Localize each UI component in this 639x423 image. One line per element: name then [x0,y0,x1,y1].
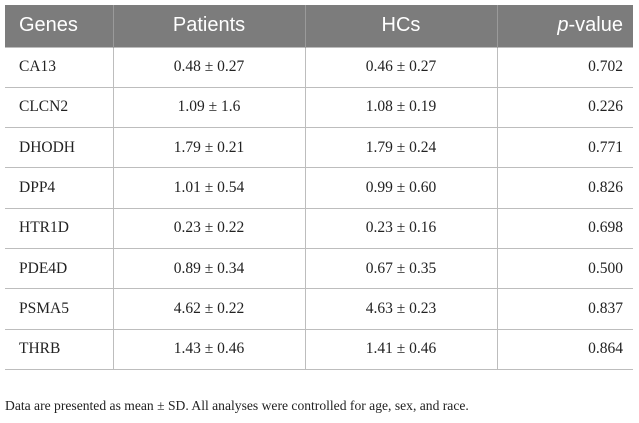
p-value-cell: 0.826 [496,167,633,209]
table-body: CA13 0.48 ± 0.27 0.46 ± 0.27 0.702 CLCN2… [5,46,633,370]
gene-cell: HTR1D [5,207,113,249]
patients-cell: 4.62 ± 0.22 [112,288,305,330]
p-value-cell: 0.698 [496,207,633,249]
hcs-cell: 0.99 ± 0.60 [304,167,497,209]
hcs-cell: 1.79 ± 0.24 [304,127,497,168]
table-row: HTR1D 0.23 ± 0.22 0.23 ± 0.16 0.698 [5,207,633,249]
gene-expression-table-container: Genes Patients HCs p-value CA13 0.48 ± 0… [5,5,633,370]
table-row: PSMA5 4.62 ± 0.22 4.63 ± 0.23 0.837 [5,288,633,330]
table-row: DPP4 1.01 ± 0.54 0.99 ± 0.60 0.826 [5,167,633,209]
patients-cell: 1.43 ± 0.46 [112,328,305,370]
table-row: DHODH 1.79 ± 0.21 1.79 ± 0.24 0.771 [5,127,633,168]
gene-cell: CA13 [5,46,113,88]
p-value-cell: 0.500 [496,247,633,289]
gene-cell: CLCN2 [5,86,113,128]
gene-cell: THRB [5,328,113,370]
table-row: THRB 1.43 ± 0.46 1.41 ± 0.46 0.864 [5,328,633,370]
header-hcs: HCs [304,5,497,47]
header-p-value: p-value [496,5,633,47]
p-value-cell: 0.702 [496,46,633,88]
table-header: Genes Patients HCs p-value [5,5,633,47]
hcs-cell: 1.08 ± 0.19 [304,86,497,128]
p-value-cell: 0.771 [496,127,633,168]
patients-cell: 0.48 ± 0.27 [112,46,305,88]
p-value-cell: 0.837 [496,288,633,330]
gene-cell: DHODH [5,127,113,168]
table-row: PDE4D 0.89 ± 0.34 0.67 ± 0.35 0.500 [5,247,633,289]
header-row: Genes Patients HCs p-value [5,5,633,47]
patients-cell: 1.79 ± 0.21 [112,127,305,168]
gene-cell: PDE4D [5,247,113,289]
p-value-cell: 0.226 [496,86,633,128]
hcs-cell: 0.23 ± 0.16 [304,207,497,249]
gene-cell: DPP4 [5,167,113,209]
p-value-cell: 0.864 [496,328,633,370]
patients-cell: 1.01 ± 0.54 [112,167,305,209]
header-p-suffix: -value [568,14,623,37]
gene-expression-table: Genes Patients HCs p-value CA13 0.48 ± 0… [5,5,633,370]
table-row: CLCN2 1.09 ± 1.6 1.08 ± 0.19 0.226 [5,86,633,128]
table-footnote: Data are presented as mean ± SD. All ana… [5,398,469,413]
header-genes: Genes [19,14,78,37]
hcs-cell: 0.46 ± 0.27 [304,46,497,88]
patients-cell: 1.09 ± 1.6 [112,86,305,128]
hcs-cell: 4.63 ± 0.23 [304,288,497,330]
patients-cell: 0.89 ± 0.34 [112,247,305,289]
hcs-cell: 0.67 ± 0.35 [304,247,497,289]
patients-cell: 0.23 ± 0.22 [112,207,305,249]
header-p-italic: p [557,14,569,37]
gene-cell: PSMA5 [5,288,113,330]
hcs-cell: 1.41 ± 0.46 [304,328,497,370]
table-row: CA13 0.48 ± 0.27 0.46 ± 0.27 0.702 [5,46,633,88]
header-patients: Patients [112,5,305,47]
